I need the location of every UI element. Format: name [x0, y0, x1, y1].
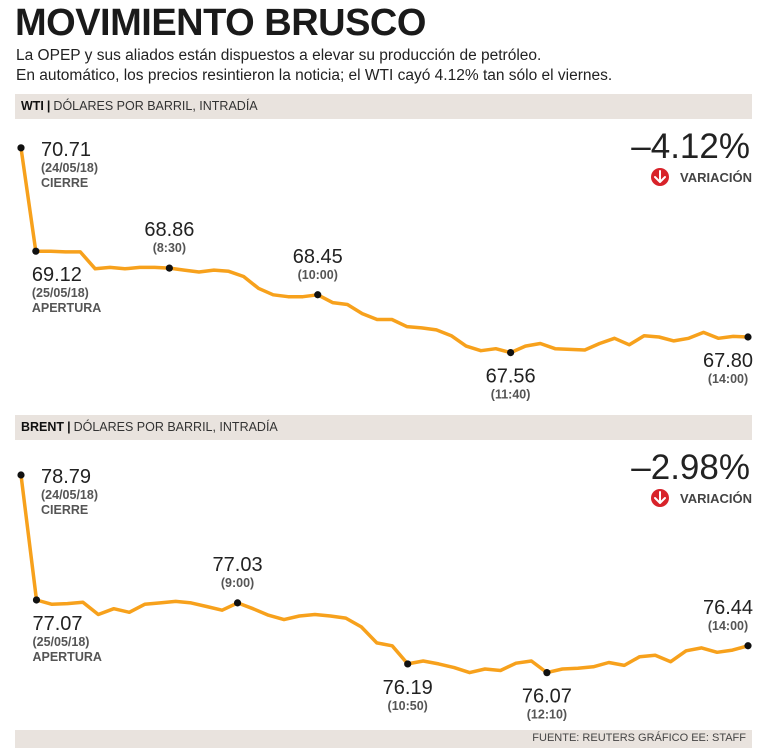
brent-header-band: BRENT | DÓLARES POR BARRIL, INTRADÍA: [15, 415, 752, 440]
brent-point-label: APERTURA: [32, 650, 101, 664]
wti-point-label: APERTURA: [32, 301, 101, 315]
brent-time-label: (9:00): [221, 576, 254, 590]
chart-title: MOVIMIENTO BRUSCO: [15, 2, 426, 44]
wti-data-point: [314, 291, 322, 299]
wti-symbol: WTI: [21, 99, 44, 113]
brent-value-label: 76.19: [383, 677, 433, 699]
wti-data-point: [165, 264, 173, 272]
brent-value-label: 76.07: [522, 686, 572, 708]
brent-data-point: [233, 599, 242, 607]
wti-down-arrow-glyph: [654, 170, 666, 183]
wti-value-label: 67.80: [703, 350, 753, 372]
wti-value-label: 67.56: [486, 366, 536, 388]
brent-value-label: 77.03: [213, 554, 263, 576]
brent-variation-value: –2.98%: [631, 448, 750, 487]
wti-variation-value: –4.12%: [631, 127, 750, 166]
brent-price-line: [19, 473, 750, 675]
source-credit: FUENTE: REUTERS GRÁFICO EE: STAFF: [532, 732, 746, 744]
wti-time-label: (8:30): [153, 241, 186, 255]
brent-data-point: [543, 669, 551, 677]
brent-data-point: [32, 596, 41, 604]
wti-header-band: WTI | DÓLARES POR BARRIL, INTRADÍA: [15, 94, 752, 119]
wti-time-label: (11:40): [491, 388, 531, 402]
wti-separator: |: [46, 99, 51, 113]
wti-value-label: 69.12: [32, 264, 82, 286]
brent-variation-label: VARIACIÓN: [680, 491, 752, 506]
brent-band-label: BRENT | DÓLARES POR BARRIL, INTRADÍA: [21, 420, 278, 434]
brent-point-label: CIERRE: [41, 503, 88, 517]
brent-unit-label: DÓLARES POR BARRIL, INTRADÍA: [73, 420, 278, 434]
wti-date-label: (25/05/18): [32, 286, 89, 300]
wti-band-label: WTI | DÓLARES POR BARRIL, INTRADÍA: [21, 99, 258, 113]
brent-data-point: [744, 642, 752, 650]
brent-value-label: 76.44: [703, 597, 753, 619]
wti-value-label: 70.71: [41, 139, 91, 161]
wti-unit-label: DÓLARES POR BARRIL, INTRADÍA: [53, 99, 258, 113]
brent-line-chart: 78.79(24/05/18)CIERRE 77.07(25/05/18)APER…: [17, 448, 753, 722]
wti-data-point: [744, 333, 752, 341]
footer-band: FUENTE: REUTERS GRÁFICO EE: STAFF: [15, 730, 752, 748]
wti-time-label: (14:00): [708, 372, 748, 386]
wti-value-label: 68.86: [144, 219, 194, 241]
wti-variation-label: VARIACIÓN: [680, 170, 752, 185]
brent-down-arrow-glyph: [654, 491, 666, 504]
brent-date-label: (25/05/18): [32, 635, 89, 649]
brent-date-label: (24/05/18): [41, 488, 98, 502]
brent-separator: |: [67, 420, 71, 434]
brent-value-label: 77.07: [32, 613, 82, 635]
brent-value-label: 78.79: [41, 466, 91, 488]
brent-data-point: [404, 660, 412, 668]
wti-data-point: [17, 144, 25, 152]
brent-time-label: (14:00): [708, 619, 748, 633]
subtitle-line-2: En automático, los precios resintieron l…: [16, 67, 613, 84]
wti-value-label: 68.45: [293, 246, 343, 268]
wti-date-label: (24/05/18): [41, 161, 98, 175]
brent-time-label: (12:10): [527, 708, 567, 722]
wti-line-chart: 70.71(24/05/18)CIERRE 69.12(25/05/18)APER…: [17, 127, 753, 402]
wti-data-point: [507, 349, 515, 357]
wti-data-point: [32, 247, 40, 255]
subtitle-line-1: La OPEP y sus aliados están dispuestos a…: [16, 47, 542, 64]
wti-price-line: [19, 146, 750, 355]
brent-time-label: (10:50): [388, 699, 428, 713]
brent-data-point: [17, 471, 25, 479]
brent-symbol: BRENT: [21, 420, 65, 434]
wti-point-label: CIERRE: [41, 176, 88, 190]
wti-time-label: (10:00): [298, 268, 338, 282]
